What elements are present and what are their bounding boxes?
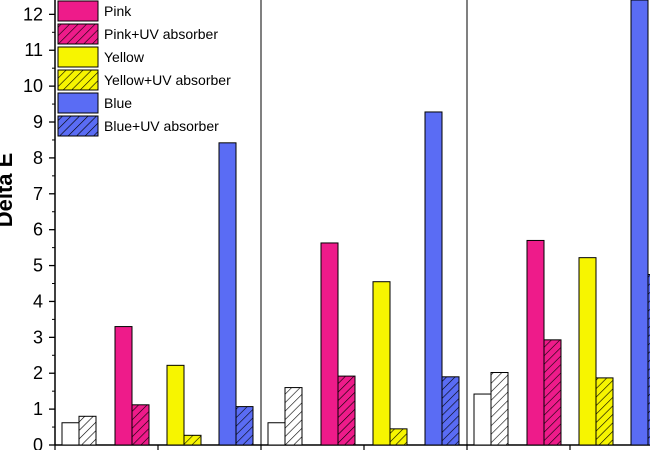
y-tick-label: 4: [33, 291, 43, 311]
y-tick-label: 3: [33, 327, 43, 347]
pink-bar: [320, 242, 339, 446]
legend-swatch: [57, 23, 99, 45]
legend-swatch: [57, 115, 99, 137]
legend-label: Blue+UV absorber: [104, 118, 219, 134]
y-tick-label: 10: [23, 76, 43, 96]
y-tick-label: 12: [23, 4, 43, 24]
yellow-bar: [372, 281, 391, 446]
legend-label: Pink: [104, 3, 132, 19]
blue-bar: [630, 0, 649, 446]
y-axis-title: Delta E: [0, 153, 17, 228]
legend-swatch: [57, 0, 99, 22]
pink-bar: [114, 326, 133, 446]
legend-label: Yellow: [104, 49, 145, 65]
y-tick-label: 1: [33, 399, 43, 419]
yellow-uv-absorber-bar: [389, 428, 408, 446]
blue-uv-absorber-bar: [441, 376, 460, 446]
legend-label: Yellow+UV absorber: [104, 72, 231, 88]
yellow-bar: [166, 364, 185, 446]
control-hatched-bar: [490, 372, 509, 446]
control-hatched-bar: [78, 415, 97, 446]
pink-uv-absorber-bar: [131, 404, 150, 446]
blue-uv-absorber-bar: [647, 274, 650, 446]
legend-swatch: [57, 69, 99, 91]
legend-label: Pink+UV absorber: [104, 26, 218, 42]
y-tick-label: 5: [33, 256, 43, 276]
blue-uv-absorber-bar: [235, 406, 254, 446]
yellow-uv-absorber-bar: [183, 434, 202, 446]
y-tick-label: 0: [33, 435, 43, 450]
legend-swatch: [57, 92, 99, 114]
control-bar: [267, 422, 286, 446]
legend-swatch: [57, 46, 99, 68]
control-hatched-bar: [284, 387, 303, 446]
y-tick-label: 9: [33, 112, 43, 132]
yellow-uv-absorber-bar: [595, 377, 614, 446]
pink-bar: [526, 239, 545, 446]
pink-uv-absorber-bar: [337, 375, 356, 446]
blue-bar: [218, 142, 237, 446]
control-bar: [61, 422, 80, 446]
y-tick-label: 2: [33, 363, 43, 383]
y-tick-label: 6: [33, 220, 43, 240]
legend: Pink Pink+UV absorber Yellow Yellow+UV abso…: [57, 0, 231, 137]
y-tick-label: 8: [33, 148, 43, 168]
y-tick-label: 7: [33, 184, 43, 204]
pink-uv-absorber-bar: [543, 339, 562, 446]
control-bar: [473, 393, 492, 446]
legend-label: Blue: [104, 95, 132, 111]
y-tick-label: 11: [24, 40, 43, 60]
bars: [61, 0, 650, 446]
blue-bar: [424, 111, 443, 446]
yellow-bar: [578, 257, 597, 446]
